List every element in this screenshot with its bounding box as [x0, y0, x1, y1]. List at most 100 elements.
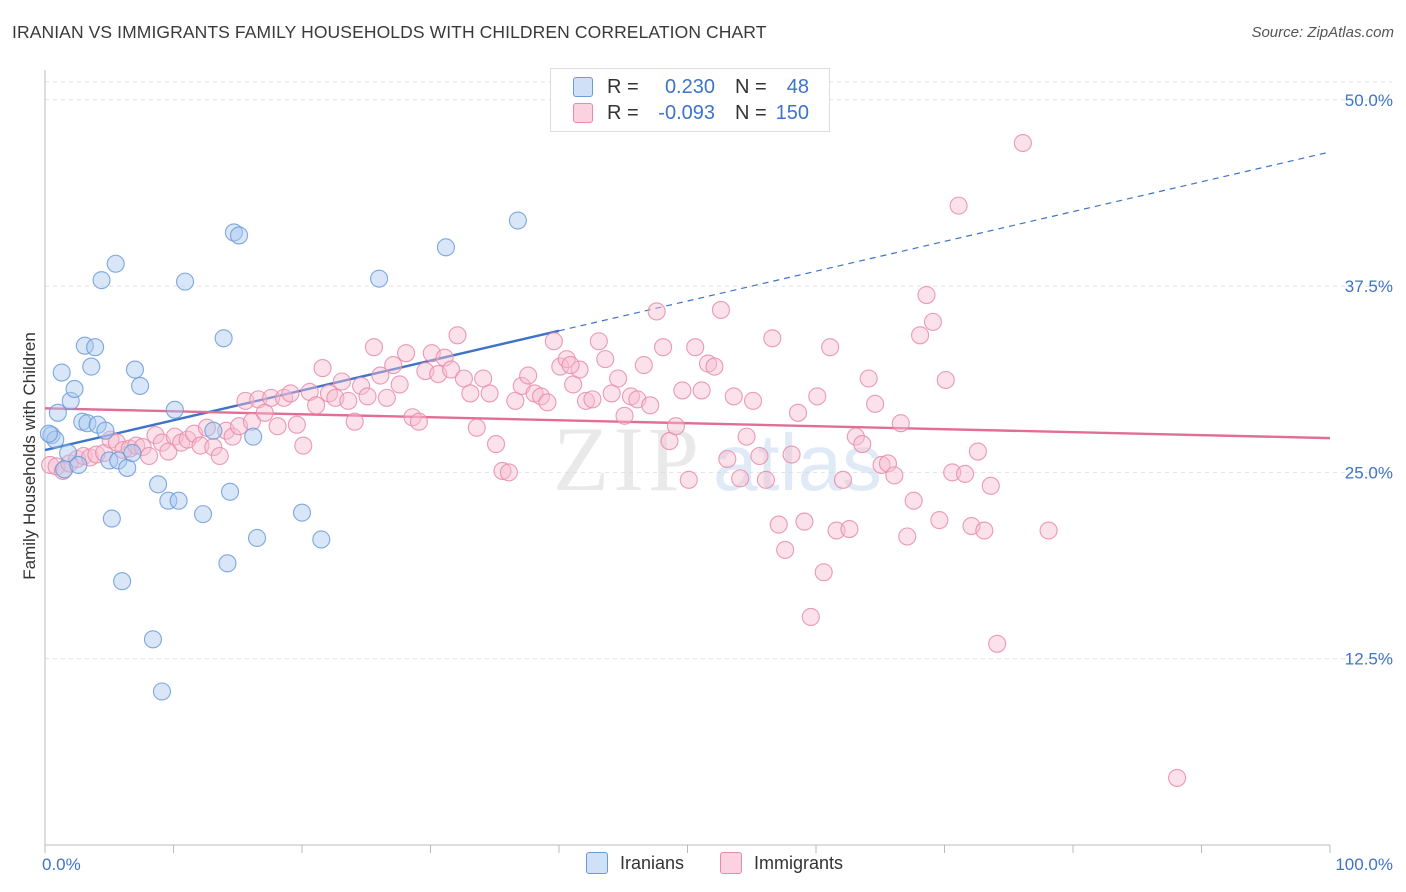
data-point-immigrants [686, 338, 705, 357]
data-point-immigrants [255, 403, 274, 422]
watermark: ZIP atlas [553, 408, 882, 510]
data-point-iranians [214, 329, 233, 348]
data-point-immigrants [718, 449, 737, 469]
data-point-iranians [61, 391, 80, 410]
legend-item-iranians[interactable]: Iranians [586, 852, 684, 874]
data-point-immigrants [975, 521, 994, 540]
data-point-immigrants [833, 470, 853, 489]
data-point-immigrants [891, 414, 910, 433]
data-point-immigrants [705, 357, 724, 376]
data-point-immigrants [666, 417, 685, 436]
data-point-immigrants [673, 381, 692, 400]
x-tick-labels: 0.0% 100.0% [42, 855, 1393, 874]
data-point-iranians [169, 491, 188, 510]
data-point-iranians [292, 503, 312, 522]
data-point-immigrants [281, 384, 300, 403]
data-point-immigrants [756, 470, 775, 489]
data-point-immigrants [615, 406, 634, 425]
data-point-iranians [370, 269, 389, 288]
data-point-immigrants [840, 519, 859, 539]
legend-n-value: 150 [775, 101, 809, 124]
data-point-iranians [244, 427, 263, 446]
y-tick-label: 12.5% [1345, 650, 1393, 669]
data-point-immigrants [769, 515, 788, 534]
data-point-iranians [218, 554, 237, 573]
data-point-iranians [102, 509, 121, 528]
data-point-immigrants [133, 438, 152, 457]
legend-n-value: 48 [786, 75, 809, 98]
data-point-immigrants [763, 329, 782, 348]
data-point-immigrants [467, 418, 486, 437]
data-point-iranians [220, 482, 240, 501]
data-point-immigrants [242, 412, 261, 431]
data-point-iranians [312, 530, 331, 549]
legend-r-value: -0.093 [658, 101, 715, 124]
legend-swatch-iranians [573, 77, 593, 97]
data-point-iranians [436, 238, 455, 257]
data-point-iranians [149, 475, 168, 494]
data-point-immigrants [602, 384, 621, 403]
y-tick-label: 25.0% [1345, 463, 1393, 482]
data-point-iranians [86, 338, 105, 357]
data-point-iranians [204, 421, 223, 440]
data-point-immigrants [660, 432, 679, 451]
legend-row-iranians: R = 0.230 N = 48 [573, 74, 809, 100]
data-point-iranians [123, 443, 142, 463]
data-point-immigrants [609, 369, 628, 388]
data-point-immigrants [776, 540, 795, 559]
legend-r-value: 0.230 [664, 75, 715, 98]
data-point-iranians [82, 357, 101, 376]
data-point-immigrants [474, 369, 493, 388]
data-point-iranians [224, 223, 243, 242]
data-point-immigrants [988, 634, 1007, 653]
data-point-immigrants [737, 427, 756, 446]
data-point-immigrants [561, 356, 580, 375]
data-point-iranians [194, 505, 213, 524]
data-point-iranians [92, 271, 111, 290]
series-legend: Iranians Immigrants [0, 852, 1406, 878]
data-point-immigrants [898, 527, 917, 546]
data-point-immigrants [339, 391, 358, 410]
data-point-immigrants [204, 438, 223, 457]
data-point-immigrants [743, 391, 763, 410]
data-point-iranians [106, 254, 125, 273]
legend-swatch-immigrants [720, 852, 742, 874]
axes [44, 70, 1331, 853]
data-point-iranians [52, 363, 71, 382]
data-point-immigrants [442, 360, 461, 379]
data-point-iranians [152, 682, 171, 701]
data-point-iranians [48, 403, 67, 422]
data-point-immigrants [480, 384, 499, 403]
data-point-immigrants [454, 369, 473, 388]
data-point-immigrants [397, 344, 416, 363]
data-point-immigrants [814, 563, 833, 582]
data-point-immigrants [981, 476, 1000, 495]
x-tick-label: 100.0% [1335, 855, 1393, 874]
data-point-immigrants [352, 376, 371, 396]
data-point-immigrants [936, 370, 955, 390]
data-point-immigrants [634, 356, 653, 375]
data-point-immigrants [262, 388, 281, 407]
data-point-iranians [59, 443, 78, 463]
data-point-immigrants [371, 366, 390, 385]
data-point-immigrants [596, 350, 615, 369]
data-point-immigrants [724, 387, 743, 406]
legend-swatch-immigrants [573, 103, 593, 123]
data-point-iranians [39, 424, 58, 443]
data-point-immigrants [307, 396, 326, 415]
data-point-immigrants [885, 466, 904, 485]
watermark-zip: ZIP [553, 408, 703, 510]
data-point-immigrants [519, 366, 538, 385]
data-point-iranians [69, 455, 88, 475]
legend-item-immigrants[interactable]: Immigrants [720, 852, 843, 874]
data-point-immigrants [821, 338, 840, 357]
data-point-immigrants [866, 394, 885, 413]
data-point-immigrants [788, 403, 808, 422]
data-point-iranians [508, 211, 527, 230]
data-point-immigrants [493, 461, 512, 480]
legend-swatch-iranians [586, 852, 608, 874]
data-point-immigrants [917, 285, 936, 305]
data-point-immigrants [641, 396, 660, 415]
data-point-iranians [96, 421, 115, 440]
